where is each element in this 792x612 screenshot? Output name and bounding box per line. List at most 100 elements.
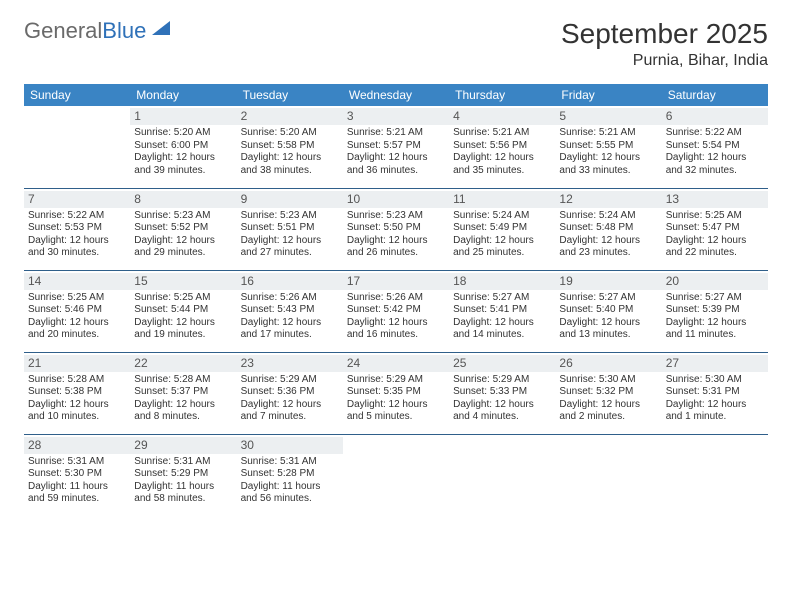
logo-text: GeneralBlue — [24, 18, 146, 44]
weekday-header: Wednesday — [343, 84, 449, 106]
month-title: September 2025 — [561, 18, 768, 50]
calendar-cell: 8Sunrise: 5:23 AMSunset: 5:52 PMDaylight… — [130, 188, 236, 270]
logo: GeneralBlue — [24, 18, 170, 44]
location: Purnia, Bihar, India — [561, 52, 768, 70]
day-number: 12 — [555, 191, 661, 208]
day-number: 25 — [449, 355, 555, 372]
sunrise-text: Sunrise: 5:22 AM — [28, 210, 126, 223]
daylight-text: Daylight: 12 hours and 14 minutes. — [453, 317, 551, 342]
daylight-text: Daylight: 12 hours and 25 minutes. — [453, 235, 551, 260]
day-number: 13 — [662, 191, 768, 208]
calendar-cell — [449, 434, 555, 516]
calendar-cell: 10 Sunrise: 5:23 AMSunset: 5:50 PMDayligh… — [343, 188, 449, 270]
sunrise-text: Sunrise: 5:21 AM — [347, 127, 445, 140]
calendar-cell: 3 Sunrise: 5:21 AMSunset: 5:57 PMDaylight… — [343, 106, 449, 188]
daylight-text: Daylight: 12 hours and 10 minutes. — [28, 399, 126, 424]
sunrise-text: Sunrise: 5:22 AM — [666, 127, 764, 140]
daylight-text: Daylight: 12 hours and 11 minutes. — [666, 317, 764, 342]
calendar-cell — [343, 434, 449, 516]
day-number: 11 — [449, 191, 555, 208]
daylight-text: Daylight: 11 hours and 58 minutes. — [134, 481, 232, 506]
sunrise-text: Sunrise: 5:26 AM — [241, 292, 339, 305]
sunset-text: Sunset: 5:53 PM — [28, 222, 126, 235]
sunset-text: Sunset: 5:42 PM — [347, 304, 445, 317]
logo-part1: General — [24, 18, 102, 43]
sunrise-text: Sunrise: 5:24 AM — [453, 210, 551, 223]
calendar-cell: 23Sunrise: 5:29 AMSunset: 5:36 PMDayligh… — [237, 352, 343, 434]
day-number: 10 — [343, 191, 449, 208]
calendar-cell: 30Sunrise: 5:31 AMSunset: 5:28 PMDayligh… — [237, 434, 343, 516]
sunset-text: Sunset: 5:56 PM — [453, 140, 551, 153]
calendar-cell: 28Sunrise: 5:31 AMSunset: 5:30 PMDayligh… — [24, 434, 130, 516]
sunrise-text: Sunrise: 5:30 AM — [666, 374, 764, 387]
daylight-text: Daylight: 12 hours and 2 minutes. — [559, 399, 657, 424]
sunrise-text: Sunrise: 5:27 AM — [666, 292, 764, 305]
sunset-text: Sunset: 5:33 PM — [453, 386, 551, 399]
calendar-cell: 12Sunrise: 5:24 AMSunset: 5:48 PMDayligh… — [555, 188, 661, 270]
daylight-text: Daylight: 12 hours and 17 minutes. — [241, 317, 339, 342]
daylight-text: Daylight: 11 hours and 59 minutes. — [28, 481, 126, 506]
sunrise-text: Sunrise: 5:28 AM — [28, 374, 126, 387]
sunrise-text: Sunrise: 5:27 AM — [453, 292, 551, 305]
sunrise-text: Sunrise: 5:29 AM — [453, 374, 551, 387]
daylight-text: Daylight: 12 hours and 27 minutes. — [241, 235, 339, 260]
sunset-text: Sunset: 5:28 PM — [241, 468, 339, 481]
sunset-text: Sunset: 5:30 PM — [28, 468, 126, 481]
sunrise-text: Sunrise: 5:23 AM — [347, 210, 445, 223]
sunrise-text: Sunrise: 5:23 AM — [134, 210, 232, 223]
sunset-text: Sunset: 5:57 PM — [347, 140, 445, 153]
sunset-text: Sunset: 5:52 PM — [134, 222, 232, 235]
day-number: 16 — [237, 273, 343, 290]
logo-part2: Blue — [102, 18, 146, 43]
sunset-text: Sunset: 5:39 PM — [666, 304, 764, 317]
calendar-body: 1Sunrise: 5:20 AMSunset: 6:00 PMDaylight… — [24, 106, 768, 516]
calendar-cell: 29Sunrise: 5:31 AMSunset: 5:29 PMDayligh… — [130, 434, 236, 516]
calendar-cell: 2Sunrise: 5:20 AMSunset: 5:58 PMDaylight… — [237, 106, 343, 188]
sunrise-text: Sunrise: 5:24 AM — [559, 210, 657, 223]
calendar-cell: 19Sunrise: 5:27 AMSunset: 5:40 PMDayligh… — [555, 270, 661, 352]
day-number: 22 — [130, 355, 236, 372]
day-number: 8 — [130, 191, 236, 208]
calendar-cell: 5Sunrise: 5:21 AMSunset: 5:55 PMDaylight… — [555, 106, 661, 188]
day-number: 9 — [237, 191, 343, 208]
sunset-text: Sunset: 5:40 PM — [559, 304, 657, 317]
daylight-text: Daylight: 12 hours and 8 minutes. — [134, 399, 232, 424]
sunrise-text: Sunrise: 5:23 AM — [241, 210, 339, 223]
daylight-text: Daylight: 12 hours and 16 minutes. — [347, 317, 445, 342]
daylight-text: Daylight: 12 hours and 1 minute. — [666, 399, 764, 424]
sunrise-text: Sunrise: 5:27 AM — [559, 292, 657, 305]
sunset-text: Sunset: 5:50 PM — [347, 222, 445, 235]
calendar-cell: 22 Sunrise: 5:28 AMSunset: 5:37 PMDayligh… — [130, 352, 236, 434]
calendar-cell: 14Sunrise: 5:25 AMSunset: 5:46 PMDayligh… — [24, 270, 130, 352]
day-number: 21 — [24, 355, 130, 372]
daylight-text: Daylight: 12 hours and 33 minutes. — [559, 152, 657, 177]
calendar-cell: 7 Sunrise: 5:22 AMSunset: 5:53 PMDaylight… — [24, 188, 130, 270]
day-number: 28 — [24, 437, 130, 454]
sunrise-text: Sunrise: 5:30 AM — [559, 374, 657, 387]
calendar-cell — [24, 106, 130, 188]
day-number: 18 — [449, 273, 555, 290]
daylight-text: Daylight: 12 hours and 30 minutes. — [28, 235, 126, 260]
weekday-header: Friday — [555, 84, 661, 106]
sunrise-text: Sunrise: 5:28 AM — [134, 374, 232, 387]
daylight-text: Daylight: 12 hours and 38 minutes. — [241, 152, 339, 177]
day-number: 20 — [662, 273, 768, 290]
sunset-text: Sunset: 5:48 PM — [559, 222, 657, 235]
day-number: 5 — [555, 108, 661, 125]
sunset-text: Sunset: 5:29 PM — [134, 468, 232, 481]
sunrise-text: Sunrise: 5:20 AM — [134, 127, 232, 140]
sunset-text: Sunset: 5:43 PM — [241, 304, 339, 317]
sunrise-text: Sunrise: 5:25 AM — [134, 292, 232, 305]
daylight-text: Daylight: 12 hours and 20 minutes. — [28, 317, 126, 342]
day-number: 3 — [343, 108, 449, 125]
day-number: 7 — [24, 191, 130, 208]
daylight-text: Daylight: 12 hours and 26 minutes. — [347, 235, 445, 260]
calendar-cell: 17Sunrise: 5:26 AMSunset: 5:42 PMDayligh… — [343, 270, 449, 352]
daylight-text: Daylight: 12 hours and 36 minutes. — [347, 152, 445, 177]
daylight-text: Daylight: 12 hours and 39 minutes. — [134, 152, 232, 177]
sunrise-text: Sunrise: 5:26 AM — [347, 292, 445, 305]
title-block: September 2025 Purnia, Bihar, India — [561, 18, 768, 70]
calendar-cell: 4Sunrise: 5:21 AMSunset: 5:56 PMDaylight… — [449, 106, 555, 188]
sunset-text: Sunset: 5:37 PM — [134, 386, 232, 399]
sunset-text: Sunset: 5:35 PM — [347, 386, 445, 399]
